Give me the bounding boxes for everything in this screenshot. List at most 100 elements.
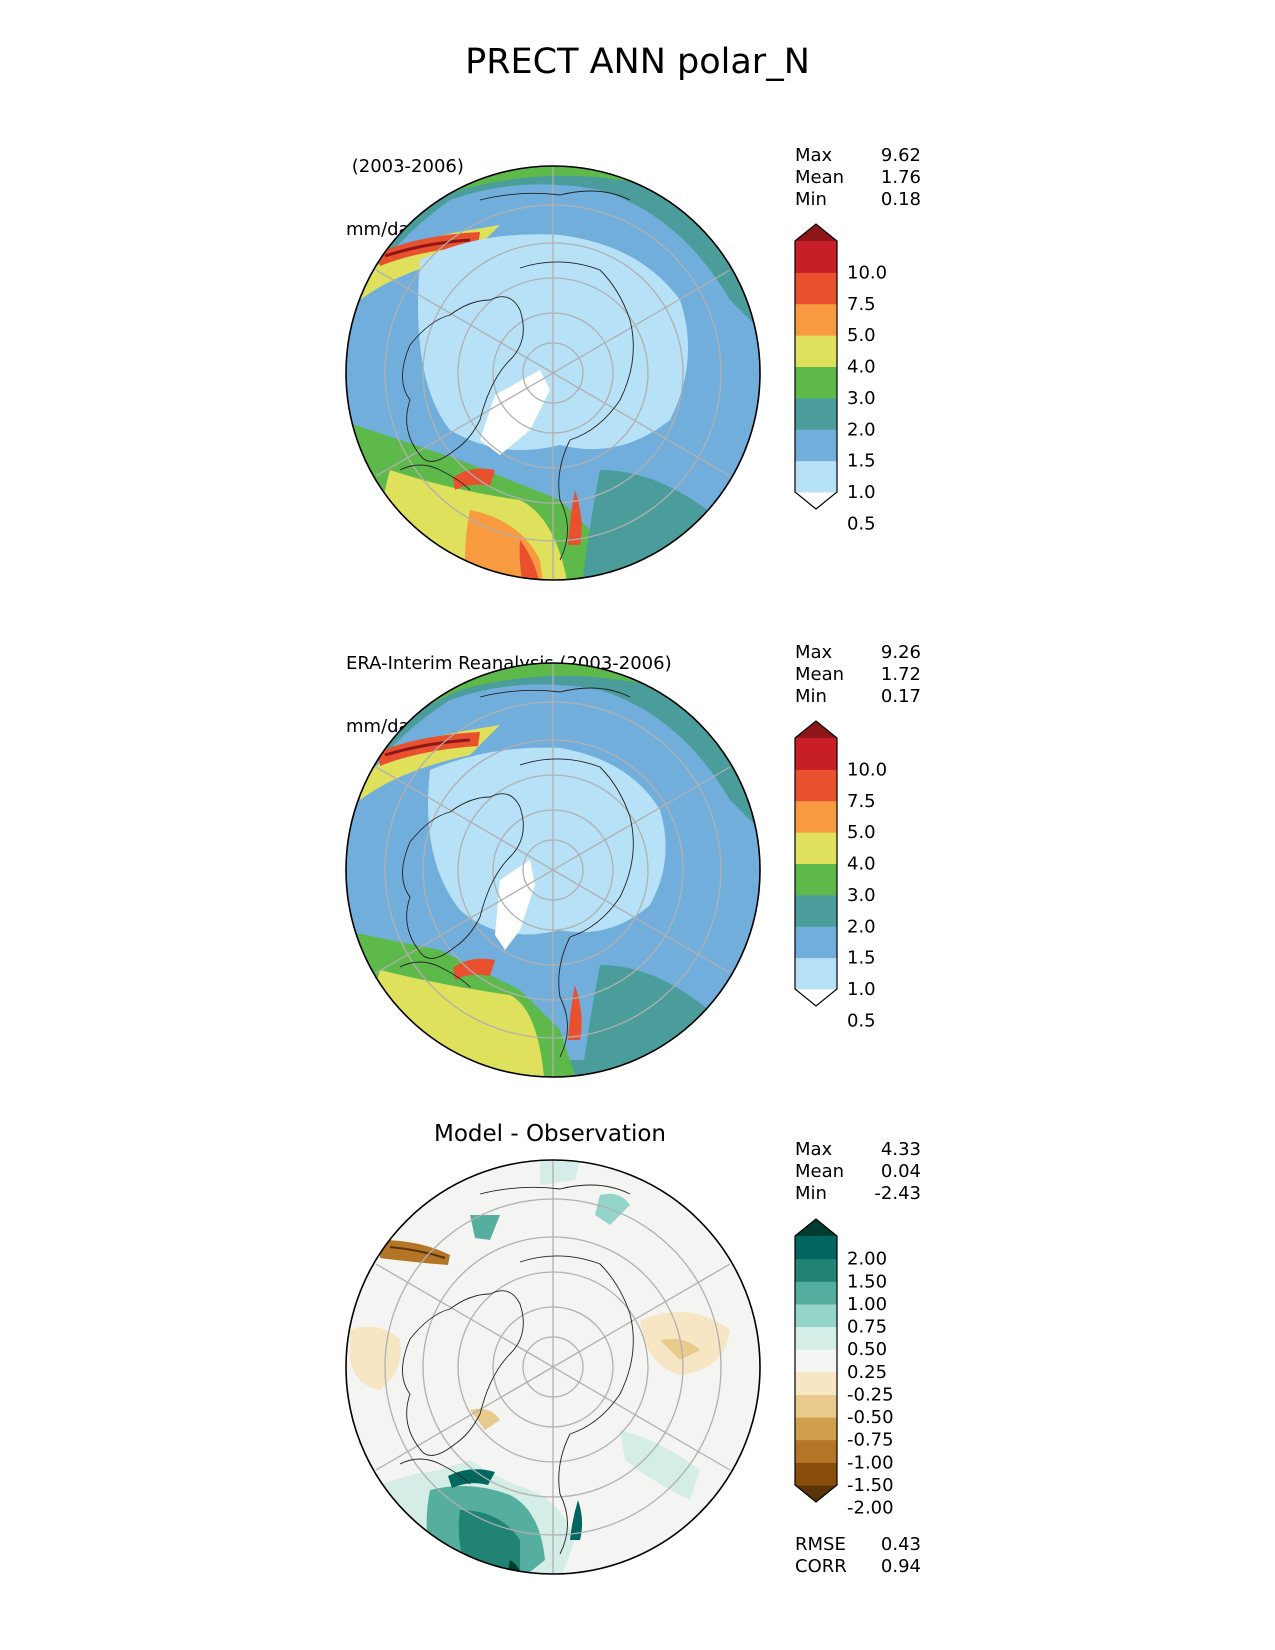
colorbar3-swatch-5: [795, 1371, 837, 1395]
map3-coastlines: [399, 1184, 634, 1555]
colorbar2-tick-label: 1.0: [847, 979, 876, 1000]
colorbar1-swatch-8: [795, 241, 837, 273]
colorbar3-tick-label: -2.00: [847, 1498, 894, 1519]
colorbar1-tick-label: 4.0: [847, 357, 876, 378]
figure-title: PRECT ANN polar_N: [465, 42, 810, 82]
map3-boundary: [345, 1159, 761, 1575]
panel2-stat-max-value: 9.26: [880, 642, 921, 663]
colorbar-panel1: 10.0 7.5 5.0 4.0 3.0 2.0 1.5 1.0 0.5: [794, 223, 887, 534]
colorbar3-tick-label: 1.50: [847, 1271, 887, 1292]
colorbar1-tick-label: 1.5: [847, 451, 876, 472]
panel3-corr-value: 0.94: [880, 1556, 921, 1577]
polar-map-model: [346, 166, 760, 580]
colorbar1-swatch-4: [795, 366, 837, 399]
panel1-stat-min-value: 0.18: [880, 189, 921, 210]
colorbar2-swatch-5: [795, 832, 837, 864]
colorbar1-tick-label: 5.0: [847, 325, 876, 346]
colorbar3-swatch-9: [795, 1281, 837, 1305]
panel3-stat-max-value: 4.33: [880, 1139, 921, 1160]
colorbar3-tick-label: -0.50: [847, 1407, 894, 1428]
panel1-stat-min-label: Min: [795, 189, 827, 210]
colorbar1-swatch-6: [795, 303, 837, 336]
colorbar-panel2: 10.0 7.5 5.0 4.0 3.0 2.0 1.5 1.0 0.5: [794, 720, 887, 1031]
colorbar1-swatch-2: [795, 429, 837, 462]
colorbar2-swatch-2: [795, 926, 837, 959]
panel1-stat-max-value: 9.62: [880, 145, 921, 166]
colorbar3-tick-label: -0.25: [847, 1384, 894, 1405]
colorbar3-tick-label: -1.00: [847, 1452, 894, 1473]
panel3-stat-min-value: -2.43: [874, 1183, 921, 1204]
map2-coastlines: [399, 687, 634, 1058]
panel2-stat-min-label: Min: [795, 686, 827, 707]
colorbar3-tick-label: 0.50: [847, 1339, 887, 1360]
colorbar2-tick-label: 1.5: [847, 948, 876, 969]
panel2-stat-max-label: Max: [795, 642, 833, 663]
panel3-rmse-label: RMSE: [795, 1534, 846, 1555]
colorbar3-tick-label: 2.00: [847, 1249, 887, 1270]
panel2-stat-min-value: 0.17: [880, 686, 921, 707]
colorbar3-swatch-1: [795, 1462, 837, 1486]
colorbar3-swatch-11: [795, 1236, 837, 1260]
colorbar1-tick-label: 3.0: [847, 388, 876, 409]
map1-graticule: [375, 166, 731, 580]
panel3-stat-mean-label: Mean: [795, 1161, 845, 1182]
panel3-stat-min-label: Min: [795, 1183, 827, 1204]
colorbar2-extend-low: [795, 989, 837, 1006]
map1-coastlines: [399, 190, 634, 561]
panel3-stat-mean-value: 0.04: [880, 1161, 921, 1182]
colorbar1-swatch-3: [795, 397, 837, 430]
colorbar3-tick-label: 1.00: [847, 1294, 887, 1315]
colorbar-panel3: 2.001.501.000.750.500.25-0.25-0.50-0.75-…: [794, 1218, 894, 1519]
polar-map-era-interim: [346, 663, 760, 1077]
map2-graticule: [375, 663, 731, 1077]
colorbar3-swatch-10: [795, 1258, 837, 1282]
colorbar3-swatch-2: [795, 1439, 837, 1463]
colorbar3-tick-label: -0.75: [847, 1430, 894, 1451]
colorbar3-swatch-7: [795, 1326, 837, 1350]
colorbar1-outline: [794, 223, 838, 510]
panel3-metrics: RMSE 0.43 CORR 0.94: [795, 1534, 921, 1578]
colorbar2-swatch-7: [795, 769, 837, 802]
colorbar2-swatch-1: [795, 957, 837, 990]
panel1-stat-mean-label: Mean: [795, 167, 845, 188]
colorbar3-swatch-4: [795, 1394, 837, 1418]
map1-boundary: [345, 165, 761, 581]
colorbar2-tick-label: 3.0: [847, 885, 876, 906]
colorbar2-tick-label: 10.0: [847, 759, 887, 780]
colorbar2-swatch-6: [795, 800, 837, 833]
colorbar1-tick-label: 10.0: [847, 262, 887, 283]
colorbar1-swatch-1: [795, 460, 837, 493]
colorbar3-extend-low: [795, 1485, 837, 1502]
colorbar3-extend-high: [795, 1219, 837, 1236]
panel3-title: Model - Observation: [433, 1121, 667, 1147]
colorbar1-extend-low: [795, 492, 837, 509]
panel2-stat-mean-value: 1.72: [880, 664, 921, 685]
colorbar1-tick-label: 7.5: [847, 294, 876, 315]
colorbar2-tick-label: 4.0: [847, 854, 876, 875]
colorbar1-swatch-7: [795, 272, 837, 305]
panel1-stats: Max 9.62 Mean 1.76 Min 0.18: [795, 145, 921, 211]
colorbar3-swatch-3: [795, 1417, 837, 1441]
colorbar1-swatch-5: [795, 335, 837, 367]
colorbar2-outline: [794, 720, 838, 1007]
panel3-stat-max-label: Max: [795, 1139, 833, 1160]
colorbar2-tick-label: 7.5: [847, 791, 876, 812]
colorbar3-outline: [794, 1218, 838, 1503]
colorbar1-tick-label: 2.0: [847, 419, 876, 440]
panel1-stat-max-label: Max: [795, 145, 833, 166]
colorbar1-tick-label: 0.5: [847, 513, 876, 534]
colorbar2-swatch-8: [795, 738, 837, 770]
panel3-stats: Max 4.33 Mean 0.04 Min -2.43: [795, 1139, 921, 1205]
panel2-stats: Max 9.26 Mean 1.72 Min 0.17: [795, 642, 921, 708]
colorbar1-extend-high: [795, 224, 837, 241]
colorbar1-tick-label: 1.0: [847, 482, 876, 503]
panel1-stat-mean-value: 1.76: [880, 167, 921, 188]
panel3-rmse-value: 0.43: [880, 1534, 921, 1555]
panel1-period: (2003-2006): [346, 156, 464, 177]
colorbar3-swatch-8: [795, 1303, 837, 1328]
colorbar3-tick-label: 0.25: [847, 1362, 887, 1383]
panel3-corr-label: CORR: [795, 1556, 847, 1577]
colorbar2-swatch-4: [795, 863, 837, 896]
colorbar3-tick-label: -1.50: [847, 1475, 894, 1496]
